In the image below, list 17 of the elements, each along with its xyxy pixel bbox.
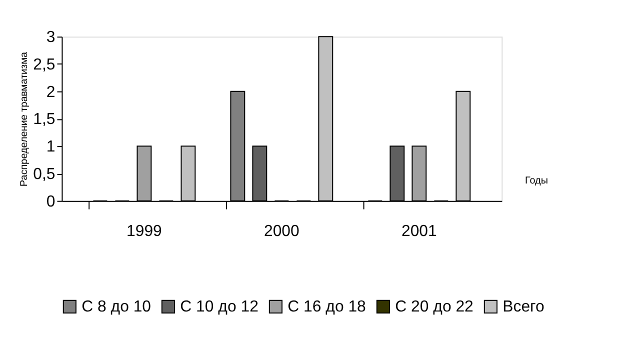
x-tick-label: 2001 (401, 223, 437, 240)
x-tick-label: 2000 (264, 223, 300, 240)
y-tick-label: 2,5 (33, 56, 56, 74)
x-axis-title: Годы (525, 175, 548, 186)
y-tick-label: 0 (46, 193, 56, 210)
y-tick-label: 0,5 (33, 166, 56, 183)
legend-label: Всего (502, 298, 544, 316)
legend-label: С 20 до 22 (395, 298, 474, 316)
y-tick-label: 1 (46, 138, 56, 156)
legend-label: С 16 до 18 (288, 298, 366, 316)
y-tick-label: 3 (46, 29, 56, 46)
x-tick-label: 1999 (126, 223, 162, 240)
y-axis-title: Распределение травматизма (19, 51, 30, 187)
legend-label: С 8 до 10 (82, 298, 152, 316)
legend-label: С 10 до 12 (180, 298, 259, 316)
y-tick-label: 2 (46, 84, 56, 101)
y-tick-label: 1,5 (33, 111, 56, 128)
